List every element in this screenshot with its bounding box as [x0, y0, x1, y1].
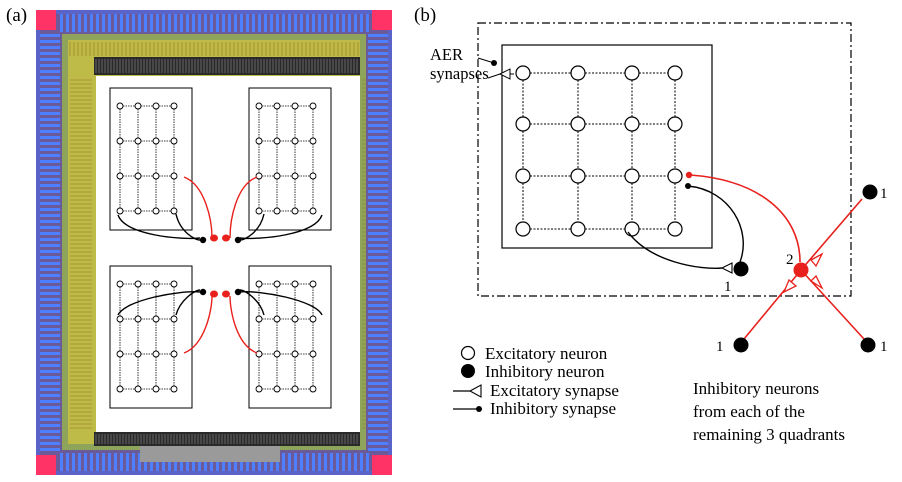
excitatory-neuron	[570, 116, 586, 132]
excitatory-neuron	[624, 221, 640, 237]
red-synapses	[782, 252, 824, 294]
excitatory-neuron-grid	[515, 65, 683, 237]
excitatory-neuron	[515, 65, 531, 81]
excitatory-neuron	[667, 65, 683, 81]
excitatory-neuron	[515, 168, 531, 184]
corner-pad	[36, 10, 56, 30]
band-ticks	[95, 59, 358, 444]
remote-label: 1	[880, 339, 888, 355]
excitatory-neuron	[624, 65, 640, 81]
excitatory-neuron	[515, 116, 531, 132]
legend-excitatory-synapse: Excitatory synapse	[490, 381, 619, 400]
central-inhibitory-neuron	[793, 262, 809, 278]
panel-b-label: (b)	[414, 5, 436, 26]
quadrant-boundary	[477, 22, 852, 297]
aer-synapses-label: AER synapses	[430, 45, 489, 83]
bottom-band	[94, 432, 360, 446]
panel-a-label: (a)	[6, 5, 27, 26]
legend-inhibitory-neuron: Inhibitory neuron	[485, 362, 605, 381]
top-band	[94, 57, 360, 75]
local-inhibitory-connection: 1	[627, 183, 749, 295]
filled-circle-icon	[461, 364, 475, 378]
chip-layout	[36, 10, 392, 475]
svg-text:Excitatory neuron Inhibi: Excitatory neuron Inhibitory neuron Exci…	[485, 344, 623, 418]
excitatory-neuron	[515, 221, 531, 237]
excitatory-neuron	[624, 116, 640, 132]
aer-synapse-pointers	[477, 57, 514, 80]
excitatory-synapse-icon	[453, 384, 482, 398]
red-pointer-dot	[685, 171, 693, 179]
inhibitory-synapse-icon	[453, 406, 482, 412]
quadrant-connections	[117, 176, 323, 354]
excitatory-neuron	[570, 221, 586, 237]
corner-pad	[372, 455, 392, 475]
excitatory-neuron	[624, 168, 640, 184]
remote-caption: Inhibitory neurons from each of the rema…	[693, 379, 845, 444]
corner-pad	[36, 455, 56, 475]
open-circle-icon	[460, 345, 476, 361]
quadrant-arrays	[109, 87, 332, 409]
central-inhibitory-connections	[689, 174, 865, 340]
excitatory-neuron	[667, 168, 683, 184]
remote-label: 1	[880, 186, 888, 202]
central-inhibitory-label: 2	[786, 252, 794, 268]
excitatory-neuron	[570, 65, 586, 81]
routing-lines	[69, 42, 366, 429]
local-inhibitory-neuron	[733, 261, 749, 277]
corner-pad	[372, 10, 392, 30]
excitatory-neuron	[667, 221, 683, 237]
remote-inhibitory-neurons: 1 1 1	[716, 184, 888, 355]
legend-inhibitory-synapse: Inhibitory synapse	[490, 399, 616, 418]
bottom-block	[140, 446, 280, 462]
remote-label: 1	[716, 339, 724, 355]
excitatory-neuron	[667, 116, 683, 132]
legend: Excitatory neuron Inhibitory neuron Exci…	[453, 344, 623, 418]
local-inhibitory-label: 1	[724, 279, 732, 295]
legend-excitatory-neuron: Excitatory neuron	[485, 344, 608, 363]
excitatory-neuron	[570, 168, 586, 184]
